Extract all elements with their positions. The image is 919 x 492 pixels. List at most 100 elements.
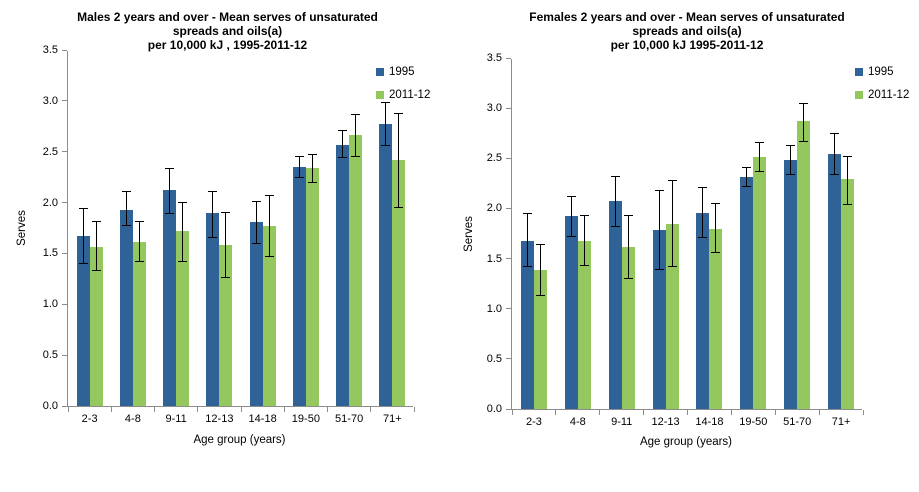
error-cap-top <box>579 214 589 216</box>
bar-1995-12-13 <box>652 229 666 409</box>
error-cap-bottom <box>178 261 188 263</box>
error-bar-1995-14-18 <box>255 201 257 244</box>
y-axis-tick-label: 0.0 <box>42 400 58 412</box>
error-cap-top <box>742 166 752 168</box>
y-axis-tick-label: 3.0 <box>486 102 502 115</box>
y-axis-tick-label: 3.0 <box>42 94 58 107</box>
x-axis-tick <box>774 410 776 415</box>
x-axis-category-label: 9-11 <box>165 413 187 425</box>
x-axis-category-label: 51-70 <box>783 416 812 428</box>
error-cap-bottom <box>294 176 304 178</box>
males-title-line-1: Males 2 years and over - Mean serves of … <box>77 10 378 24</box>
error-cap-top <box>338 129 348 131</box>
x-axis-tick <box>110 407 112 412</box>
x-axis-category-label: 19-50 <box>291 413 320 425</box>
x-axis-tick <box>240 407 242 412</box>
error-cap-top <box>786 144 796 146</box>
x-axis-tick <box>643 410 645 415</box>
bar-2011-12-71+ <box>392 159 406 406</box>
error-cap-bottom <box>251 242 261 244</box>
error-cap-top <box>610 175 620 177</box>
females-title-line-2: spreads and oils(a) <box>632 24 742 38</box>
females-title-line-3: per 10,000 kJ 1995-2011-12 <box>610 38 764 52</box>
y-axis-tick <box>506 107 511 109</box>
error-cap-top <box>522 212 532 214</box>
x-axis-tick <box>283 407 285 412</box>
error-bar-1995-14-18 <box>702 187 704 238</box>
bar-2011-12-2-3 <box>89 247 103 406</box>
y-axis-tick <box>62 100 67 102</box>
legend-label-2011-12: 2011-12 <box>868 89 910 101</box>
y-axis-tick-label: 2.5 <box>486 152 502 165</box>
x-axis-category-label: 71+ <box>383 413 402 425</box>
error-cap-top <box>307 154 317 156</box>
y-axis-tick <box>506 157 511 159</box>
error-bar-1995-2-3 <box>82 208 84 264</box>
legend-item-2011-12: 2011-12 <box>376 89 430 101</box>
y-axis-tick-label: 0.0 <box>486 403 502 415</box>
bar-1995-4-8 <box>119 209 133 406</box>
x-axis-tick <box>555 410 557 415</box>
error-cap-top <box>623 214 633 216</box>
x-axis-tick <box>687 410 688 415</box>
legend-label-1995: 1995 <box>389 66 415 78</box>
error-cap-bottom <box>134 261 144 263</box>
error-bar-1995-19-50 <box>746 167 748 187</box>
bar-1995-9-11 <box>163 190 177 406</box>
males-legend: 1995 2011-12 <box>376 66 430 101</box>
x-axis-tick <box>67 407 69 412</box>
bar-2011-12-9-11 <box>176 231 190 406</box>
error-cap-bottom <box>698 237 708 239</box>
bar-1995-19-50 <box>292 166 306 406</box>
bar-1995-12-13 <box>206 212 220 406</box>
x-axis-category-label: 14-18 <box>248 413 277 425</box>
legend-label-2011-12: 2011-12 <box>389 89 431 101</box>
error-bar-2011-12-14-18 <box>268 195 270 257</box>
y-axis-tick <box>62 202 67 204</box>
error-cap-top <box>91 221 101 223</box>
y-axis-tick-label: 2.0 <box>42 196 58 209</box>
bar-1995-14-18 <box>696 213 710 409</box>
x-axis-tick <box>730 410 732 415</box>
x-axis-category-label: 9-11 <box>611 416 633 428</box>
females-y-axis-label: Serves <box>463 216 475 252</box>
y-axis-tick-label: 1.0 <box>42 298 58 311</box>
y-axis-tick <box>62 303 67 305</box>
males-y-axis-label: Serves <box>16 210 28 246</box>
error-bar-1995-9-11 <box>169 168 171 214</box>
bar-2011-12-51-70 <box>797 121 811 409</box>
error-bar-2011-12-19-50 <box>759 142 761 172</box>
x-axis-category-label: 51-70 <box>335 413 364 425</box>
error-cap-bottom <box>394 207 404 209</box>
bar-1995-14-18 <box>249 221 263 406</box>
bar-1995-71+ <box>828 154 842 409</box>
x-axis-category-label: 19-50 <box>739 416 768 428</box>
error-cap-top <box>121 190 131 192</box>
error-cap-bottom <box>221 277 231 279</box>
error-cap-top <box>165 167 175 169</box>
error-cap-top <box>566 195 576 197</box>
error-bar-2011-12-4-8 <box>138 221 140 262</box>
x-axis-category-label: 71+ <box>831 416 851 428</box>
error-cap-bottom <box>610 225 620 227</box>
error-cap-bottom <box>338 157 348 159</box>
x-axis-tick <box>154 407 155 412</box>
legend-swatch-2011-12-icon <box>855 91 863 99</box>
x-axis-category-label: 12-13 <box>651 416 680 428</box>
legend-item-1995: 1995 <box>855 66 909 78</box>
error-cap-top <box>667 179 677 181</box>
error-bar-1995-12-13 <box>658 190 660 270</box>
legend-swatch-1995-icon <box>855 68 863 76</box>
y-axis-tick <box>62 49 67 51</box>
bar-1995-9-11 <box>608 201 622 409</box>
bar-1995-51-70 <box>784 160 798 409</box>
bar-2011-12-4-8 <box>132 242 146 406</box>
error-cap-top <box>535 244 545 246</box>
x-axis-tick <box>370 407 372 412</box>
y-axis-tick <box>506 358 511 360</box>
error-bar-1995-71+ <box>385 102 387 146</box>
x-axis-category-label: 4-8 <box>569 416 586 428</box>
y-axis-tick-label: 3.5 <box>42 44 58 56</box>
females-chart: Females 2 years and over - Mean serves o… <box>455 0 919 492</box>
error-cap-top <box>251 201 261 203</box>
